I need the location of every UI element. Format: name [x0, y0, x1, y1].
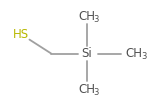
Text: 3: 3 — [94, 15, 99, 24]
Text: Si: Si — [81, 47, 92, 60]
Text: CH: CH — [78, 83, 95, 96]
Text: 3: 3 — [94, 88, 99, 97]
Text: 3: 3 — [141, 52, 146, 61]
Text: CH: CH — [126, 47, 143, 60]
Text: CH: CH — [78, 10, 95, 23]
Text: HS: HS — [12, 28, 29, 41]
